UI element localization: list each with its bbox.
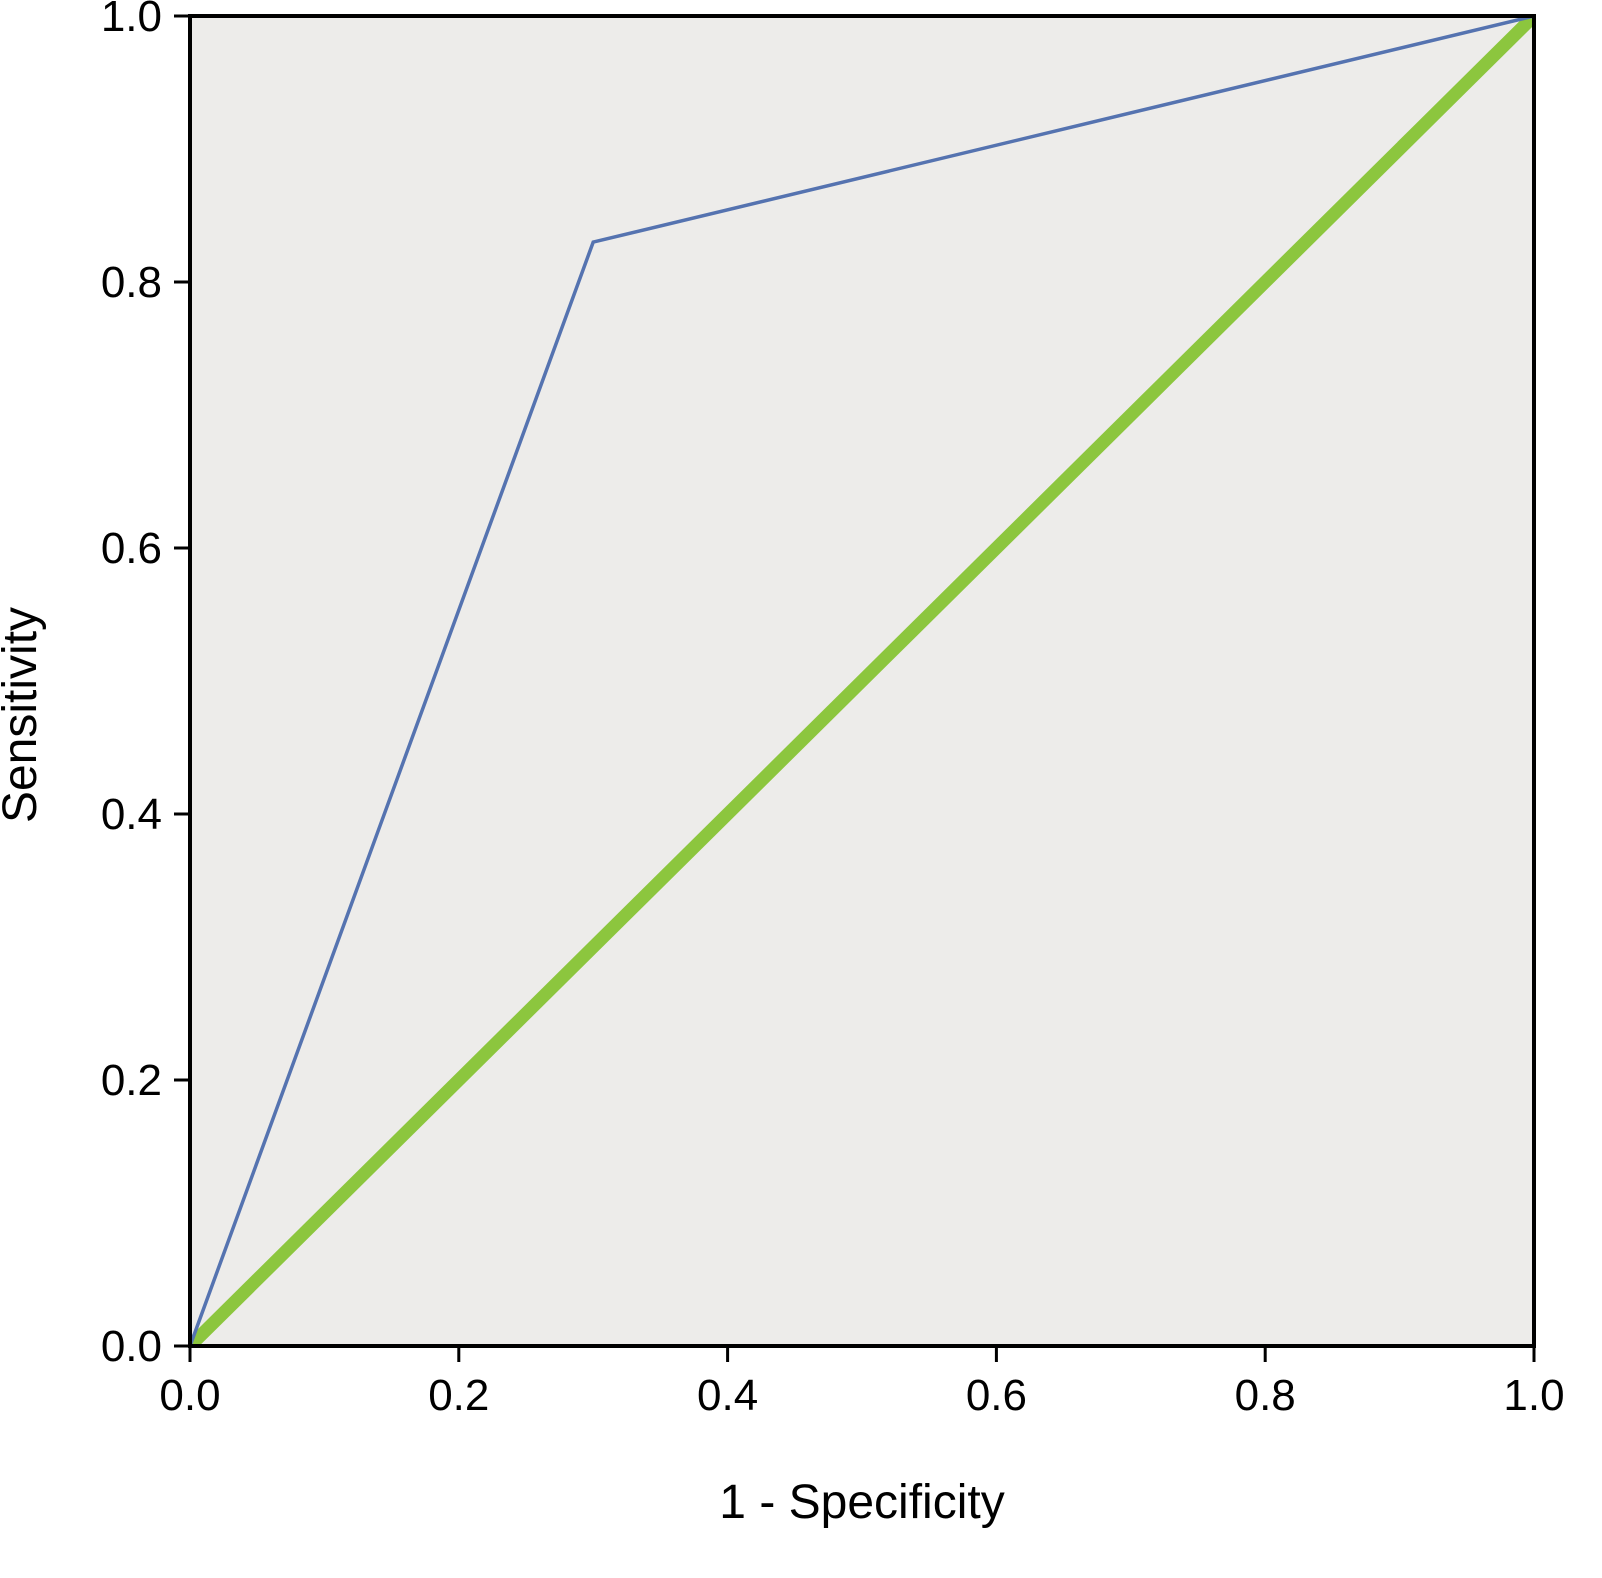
series-line-roc-curve <box>190 16 1534 1346</box>
y-tick-label: 0.2 <box>101 1056 162 1105</box>
x-tick-label: 0.6 <box>966 1371 1027 1420</box>
y-tick-label: 0.0 <box>101 1322 162 1371</box>
x-tick-label: 0.2 <box>428 1371 489 1420</box>
x-tick-label: 1.0 <box>1503 1371 1564 1420</box>
y-tick-label: 0.4 <box>101 790 162 839</box>
y-tick-label: 0.6 <box>101 524 162 573</box>
y-axis-title: Sensitivity <box>0 607 47 823</box>
x-tick-label: 0.8 <box>1235 1371 1296 1420</box>
series-line-reference-line <box>190 16 1534 1346</box>
y-tick-label: 0.8 <box>101 258 162 307</box>
plot-dynamic-layer: 0.0 0.2 0.4 0.6 0.8 1.0 0.0 0.2 0.4 0.6 0.8 1.0 <box>101 0 1565 1420</box>
plot-frame <box>188 14 1536 1348</box>
x-tick-label: 0.4 <box>697 1371 758 1420</box>
y-tick-label: 1.0 <box>101 0 162 41</box>
x-axis-title: 1 - Specificity <box>719 1476 1004 1529</box>
x-tick-label: 0.0 <box>159 1371 220 1420</box>
